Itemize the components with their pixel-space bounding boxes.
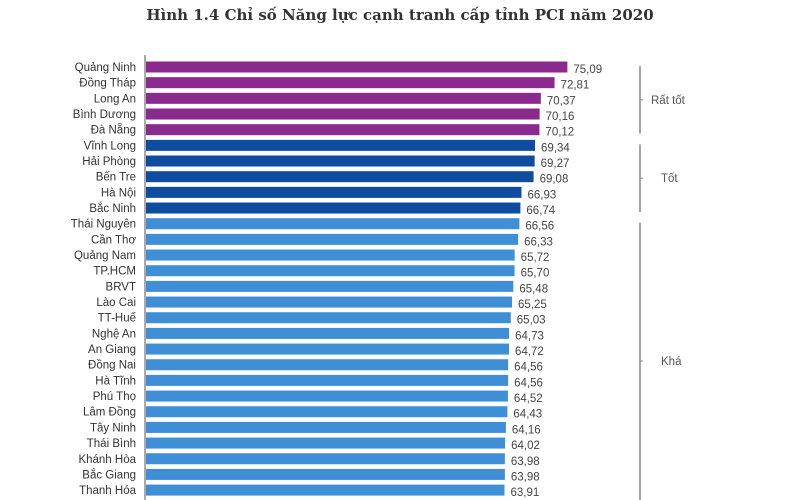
category-label: An Giang <box>88 344 136 356</box>
value-label: 70,16 <box>546 111 575 123</box>
bar <box>146 327 510 339</box>
value-label: 65,03 <box>517 315 546 327</box>
category-label: Hà Nội <box>101 187 136 199</box>
category-label: Tây Ninh <box>90 422 136 434</box>
category-label: Đồng Nai <box>88 360 136 372</box>
bar <box>146 77 555 89</box>
bar <box>146 421 506 433</box>
bar <box>146 265 515 277</box>
bar <box>146 218 520 230</box>
bar <box>146 406 508 418</box>
value-label: 69,08 <box>540 174 569 186</box>
bar <box>146 186 522 198</box>
category-label: Phú Thọ <box>93 391 136 403</box>
category-label: BRVT <box>106 281 136 293</box>
category-label: Bến Tre <box>96 172 136 184</box>
value-label: 66,93 <box>527 189 556 201</box>
bar <box>146 484 505 496</box>
value-label: 63,98 <box>511 456 540 468</box>
bar <box>146 124 540 136</box>
bar <box>146 359 509 371</box>
bar <box>146 468 505 480</box>
chart-title: Hình 1.4 Chỉ số Năng lực cạnh tranh cấp … <box>146 6 654 24</box>
value-label: 65,48 <box>519 283 548 295</box>
value-label: 64,56 <box>514 362 543 374</box>
value-label: 64,56 <box>514 377 543 389</box>
value-label: 63,91 <box>510 487 539 499</box>
category-label: Cần Thơ <box>91 234 137 246</box>
value-label: 64,02 <box>511 440 540 452</box>
category-label: Bắc Ninh <box>89 202 136 215</box>
bar <box>146 155 535 167</box>
bar <box>146 92 541 104</box>
bar <box>146 453 505 465</box>
value-label: 69,34 <box>541 142 570 154</box>
category-label: Lào Cai <box>96 297 136 309</box>
bar <box>146 249 515 261</box>
category-label: TT-Huế <box>98 313 137 325</box>
category-label: Thái Nguyên <box>71 219 136 231</box>
category-label: Quảng Nam <box>74 250 136 262</box>
category-label: Bình Dương <box>73 109 136 121</box>
value-label: 64,72 <box>515 346 544 358</box>
value-label: 66,56 <box>525 221 554 233</box>
value-label: 75,09 <box>573 64 602 76</box>
bar <box>146 343 510 355</box>
value-label: 65,70 <box>521 268 550 280</box>
category-label: Đồng Tháp <box>79 78 136 90</box>
category-label: TP.HCM <box>93 266 136 278</box>
bar <box>146 280 514 292</box>
category-label: Hà Tĩnh <box>95 375 136 387</box>
value-label: 66,33 <box>524 236 553 248</box>
bar <box>146 171 534 183</box>
category-label: Thái Bình <box>87 438 136 450</box>
group-label: Rất tốt <box>651 95 686 107</box>
value-label: 65,72 <box>521 252 550 264</box>
bar <box>146 390 508 402</box>
category-label: Quảng Ninh <box>75 62 136 74</box>
value-label: 64,73 <box>515 330 544 342</box>
category-label: Lâm Đồng <box>83 407 136 419</box>
bar <box>146 108 540 120</box>
value-label: 69,27 <box>541 158 570 170</box>
category-label: Nghệ An <box>92 328 136 340</box>
value-label: 63,98 <box>511 471 540 483</box>
bar <box>146 202 521 214</box>
value-label: 64,16 <box>512 424 541 436</box>
value-label: 65,25 <box>518 299 547 311</box>
value-label: 64,43 <box>513 409 542 421</box>
category-label: Hải Phòng <box>82 156 136 168</box>
bar <box>146 312 511 324</box>
category-label: Vĩnh Long <box>84 140 136 152</box>
bar <box>146 374 509 386</box>
value-label: 64,52 <box>514 393 543 405</box>
bar <box>146 296 513 308</box>
category-label: Đà Nẵng <box>91 124 136 137</box>
bar <box>146 233 519 245</box>
group-label: Tốt <box>661 173 678 185</box>
value-label: 72,81 <box>561 80 590 92</box>
bar <box>146 139 536 151</box>
bar <box>146 437 506 449</box>
bar <box>146 61 568 73</box>
category-label: Khánh Hòa <box>78 454 136 466</box>
category-label: Thanh Hóa <box>79 485 137 497</box>
category-label: Bắc Giang <box>82 468 136 481</box>
value-label: 66,74 <box>526 205 555 217</box>
value-label: 70,12 <box>545 127 574 139</box>
value-label: 70,37 <box>547 95 576 107</box>
group-label: Khá <box>661 356 682 368</box>
category-label: Long An <box>94 93 136 105</box>
